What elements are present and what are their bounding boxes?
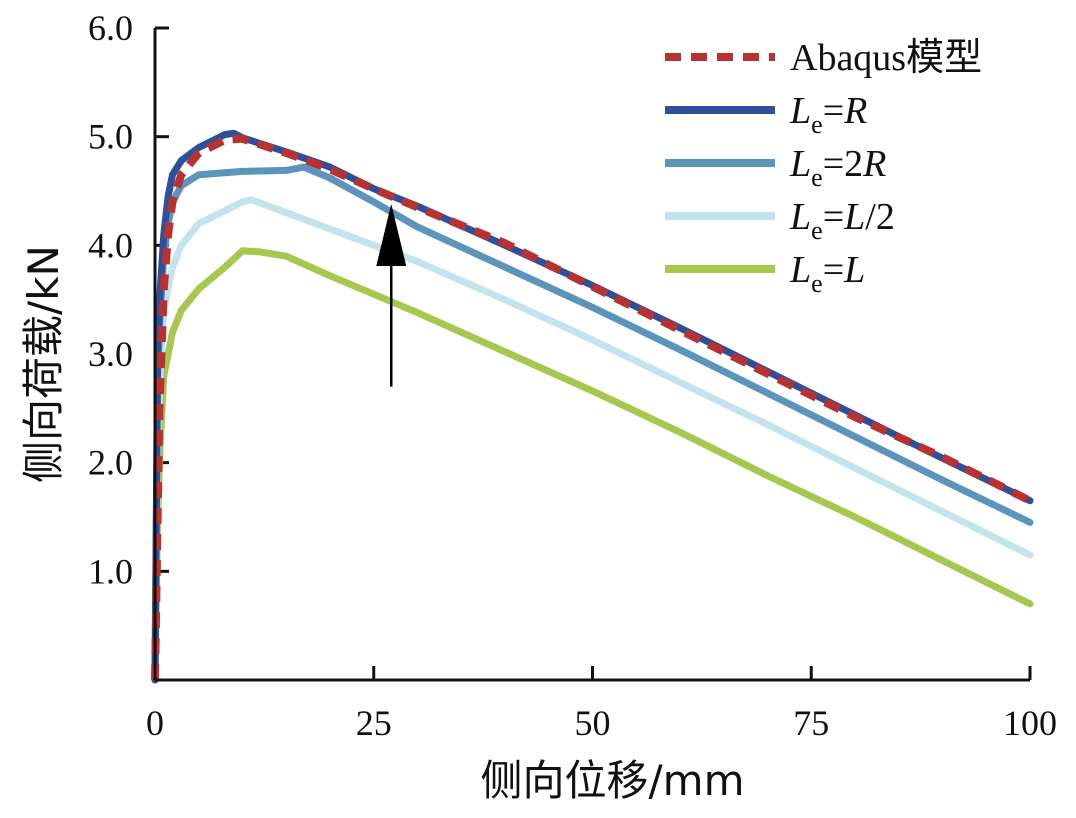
- y-axis-title: 侧向荷载/kN: [19, 245, 68, 483]
- axes: [153, 28, 1030, 682]
- x-axis-title: 侧向位移/mm: [481, 756, 745, 805]
- series-line-2: [151, 163, 1034, 684]
- y-tick-label: 6.0: [88, 8, 133, 48]
- axis-ticks: 0 25 50 75 100 1.0 2.0 3.0 4.0 5.0 6.0: [88, 8, 1057, 743]
- legend-label-3: Le=L/2: [789, 196, 895, 245]
- y-tick-label: 1.0: [88, 551, 133, 591]
- series-line-4: [151, 247, 1034, 684]
- y-tick-label: 3.0: [88, 334, 133, 374]
- x-tick-label: 75: [793, 703, 829, 743]
- arrow-head: [376, 204, 407, 267]
- legend-label-2: Le=2R: [789, 143, 886, 192]
- y-tick-label: 2.0: [88, 443, 133, 483]
- y-tick-label: 5.0: [88, 117, 133, 157]
- series-line-0: [151, 134, 1032, 681]
- annotation: [376, 204, 407, 387]
- legend-label-4: Le=L: [789, 249, 865, 298]
- x-tick-label: 50: [575, 703, 611, 743]
- x-tick-label: 100: [1003, 703, 1057, 743]
- x-tick-label: 0: [146, 703, 164, 743]
- x-tick-label: 25: [356, 703, 392, 743]
- series-lines: [151, 129, 1034, 684]
- legend-label-0: Abaqus模型: [790, 37, 982, 79]
- series-line-3: [151, 196, 1034, 684]
- y-tick-label: 4.0: [88, 225, 133, 265]
- legend-label-1: Le=R: [789, 90, 867, 139]
